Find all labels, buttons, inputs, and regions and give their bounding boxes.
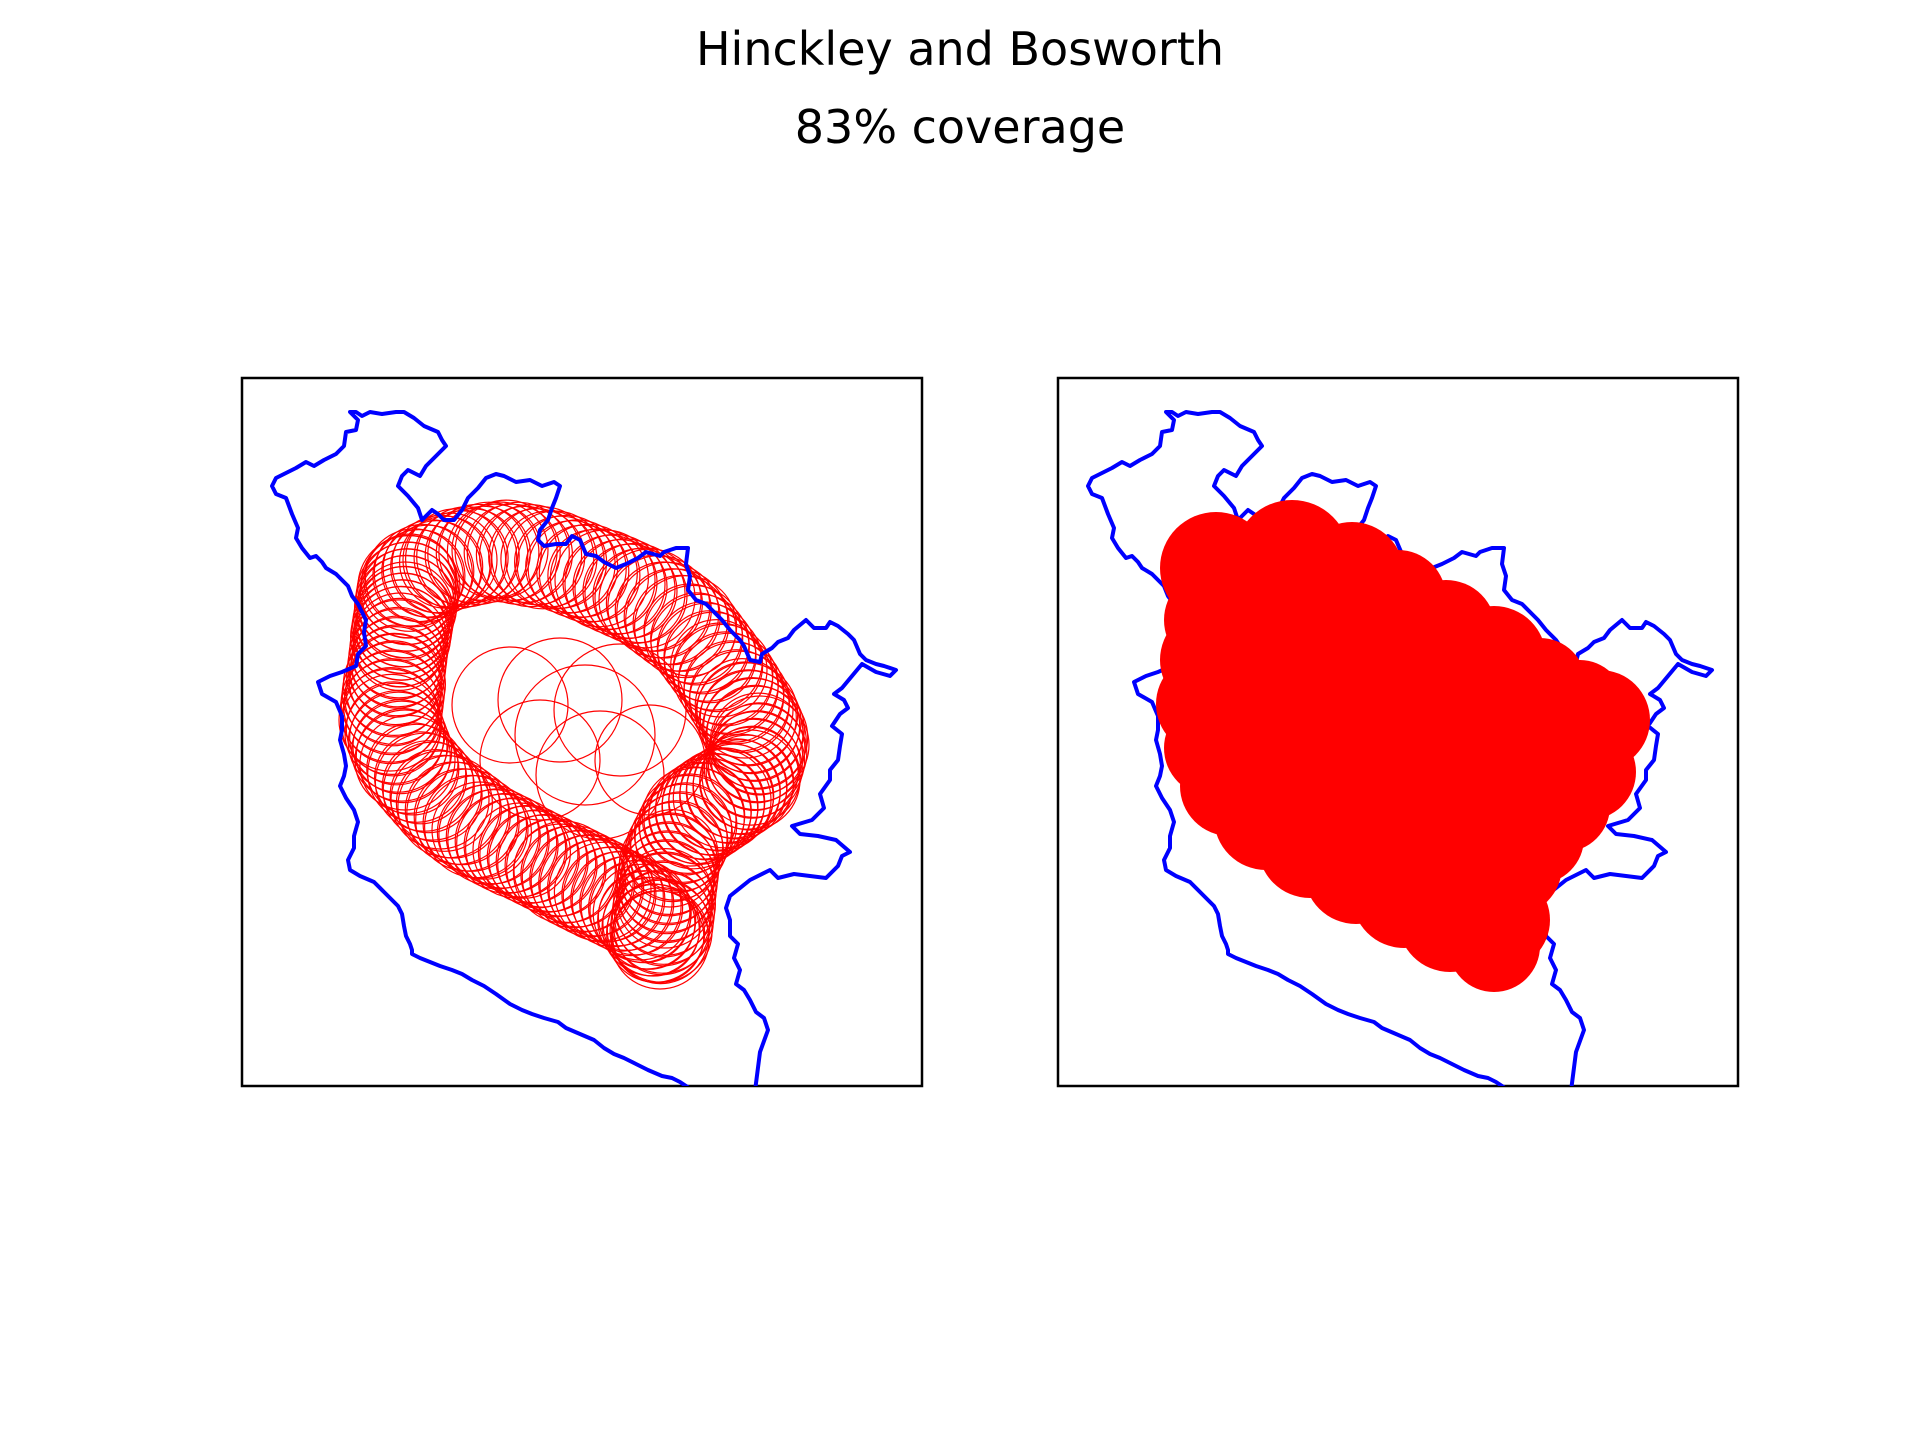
coverage-circle (564, 533, 666, 636)
coverage-circle (454, 793, 550, 889)
coverage-circle (367, 723, 467, 823)
coverage-circle (703, 676, 801, 775)
coverage-circle (451, 501, 549, 599)
coverage-circle (710, 710, 804, 804)
chart-title: Hinckley and Bosworth (695, 22, 1225, 76)
coverage-circle (535, 710, 665, 840)
coverage-circle (463, 503, 561, 601)
coverage-circle (698, 670, 802, 774)
coverage-circle (345, 640, 443, 738)
coverage-circle (594, 704, 706, 816)
left-map-panel (240, 376, 924, 1088)
coverage-circle (633, 783, 733, 883)
coverage-circle (478, 503, 583, 608)
coverage-circle (696, 661, 794, 759)
coverage-circle (491, 506, 595, 610)
left-coverage-circles (338, 499, 810, 990)
coverage-circle (466, 501, 570, 605)
coverage-circle (584, 542, 686, 644)
coverage-circle (705, 725, 799, 819)
coverage-circle (514, 664, 656, 806)
coverage-circle (451, 646, 569, 764)
coverage-circle (488, 508, 586, 606)
coverage-circle (497, 637, 623, 763)
coverage-circle (553, 643, 687, 777)
coverage-circle (554, 529, 656, 631)
coverage-circle (374, 731, 468, 825)
coverage-circle (641, 766, 745, 870)
coverage-circle (705, 710, 806, 811)
coverage-fill-core (1210, 560, 1580, 940)
left-district-boundary (270, 410, 898, 1086)
coverage-circle (447, 788, 549, 890)
coverage-circle (342, 632, 446, 737)
coverage-circle (643, 773, 737, 867)
coverage-circle (710, 695, 810, 795)
right-coverage-fill (1156, 500, 1650, 992)
coverage-circle (592, 863, 692, 963)
coverage-circle (707, 717, 802, 812)
coverage-circle (456, 792, 558, 894)
right-district-boundary (1086, 410, 1714, 1086)
coverage-circle (705, 685, 809, 789)
coverage-circle (701, 677, 805, 782)
coverage-circle (424, 507, 520, 604)
coverage-circle (360, 534, 458, 632)
coverage-circle (477, 805, 572, 899)
coverage-circle (355, 707, 451, 804)
right-map-panel (1056, 376, 1740, 1088)
chart-subtitle: 83% coverage (794, 100, 1126, 154)
coverage-circle (589, 859, 691, 961)
coverage-circle (395, 754, 493, 852)
coverage-circle (454, 499, 558, 603)
coverage-circle (381, 740, 475, 834)
coverage-circle (479, 699, 601, 821)
